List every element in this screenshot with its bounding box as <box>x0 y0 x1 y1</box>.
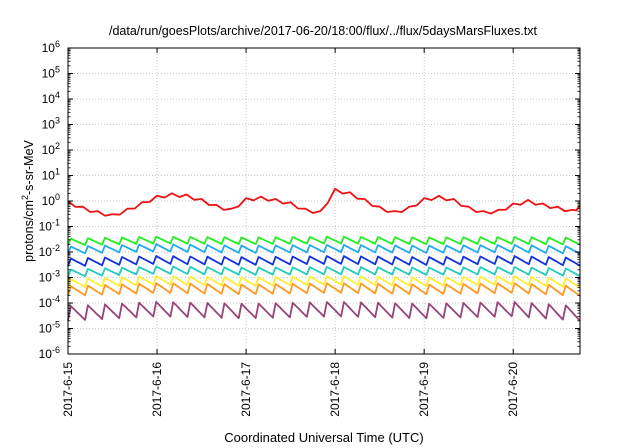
y-tick-exp: -1 <box>52 218 60 228</box>
y-tick-base: 10 <box>39 347 53 361</box>
y-tick-label: 10-4 <box>39 294 60 310</box>
y-tick-label: 102 <box>42 141 60 157</box>
y-tick-base: 10 <box>42 67 56 81</box>
series-line-5 <box>67 265 581 278</box>
y-tick-label: 10-5 <box>39 320 60 336</box>
series-line-3 <box>67 243 581 255</box>
y-tick-exp: 2 <box>55 141 60 151</box>
y-tick-exp: 4 <box>55 90 60 100</box>
series-line-6 <box>67 275 581 289</box>
x-tick-label: 2017-6-17 <box>239 362 253 417</box>
y-tick-label: 10-1 <box>39 218 60 234</box>
chart-title: /data/run/goesPlots/archive/2017-06-20/1… <box>109 24 538 38</box>
y-tick-label: 105 <box>42 65 60 81</box>
y-tick-base: 10 <box>39 271 53 285</box>
series-line-4 <box>67 255 581 267</box>
series-line-7 <box>67 282 581 297</box>
y-tick-exp: -2 <box>52 243 60 253</box>
y-tick-exp: 5 <box>55 65 60 75</box>
y-tick-exp: -5 <box>52 320 60 330</box>
y-tick-base: 10 <box>39 220 53 234</box>
y-tick-label: 106 <box>42 39 60 55</box>
y-tick-base: 10 <box>42 143 56 157</box>
y-tick-label: 101 <box>42 167 60 183</box>
y-tick-label: 10-3 <box>39 269 60 285</box>
y-tick-exp: 0 <box>55 192 60 202</box>
y-tick-base: 10 <box>42 194 56 208</box>
series-line-8 <box>67 301 581 322</box>
y-tick-base: 10 <box>39 322 53 336</box>
y-tick-exp: 1 <box>55 167 60 177</box>
y-tick-base: 10 <box>42 118 56 132</box>
y-tick-label: 100 <box>42 192 60 208</box>
series-line-1 <box>67 187 581 217</box>
y-tick-label: 10-6 <box>39 345 60 361</box>
x-tick-label: 2017-6-18 <box>328 362 342 417</box>
y-axis-label: protons/cm2-s-sr-MeV <box>20 139 36 261</box>
x-tick-label: 2017-6-16 <box>150 362 164 417</box>
y-tick-base: 10 <box>42 41 56 55</box>
series-layer <box>67 187 581 322</box>
y-tick-label: 104 <box>42 90 60 106</box>
y-tick-exp: -3 <box>52 269 60 279</box>
y-tick-base: 10 <box>39 245 53 259</box>
x-tick-label: 2017-6-20 <box>506 362 520 417</box>
x-tick-label: 2017-6-19 <box>417 362 431 417</box>
series-line-2 <box>67 235 581 246</box>
y-tick-label: 10-2 <box>39 243 60 259</box>
y-tick-exp: -6 <box>52 345 60 355</box>
y-tick-label: 103 <box>42 116 60 132</box>
ticks: 10-610-510-410-310-210-11001011021031041… <box>39 39 580 417</box>
x-tick-label: 2017-6-15 <box>61 362 75 417</box>
x-axis-label: Coordinated Universal Time (UTC) <box>224 430 423 445</box>
y-tick-exp: 6 <box>55 39 60 49</box>
y-tick-base: 10 <box>42 169 56 183</box>
y-tick-exp: 3 <box>55 116 60 126</box>
y-tick-base: 10 <box>39 296 53 310</box>
y-tick-base: 10 <box>42 92 56 106</box>
y-tick-exp: -4 <box>52 294 60 304</box>
